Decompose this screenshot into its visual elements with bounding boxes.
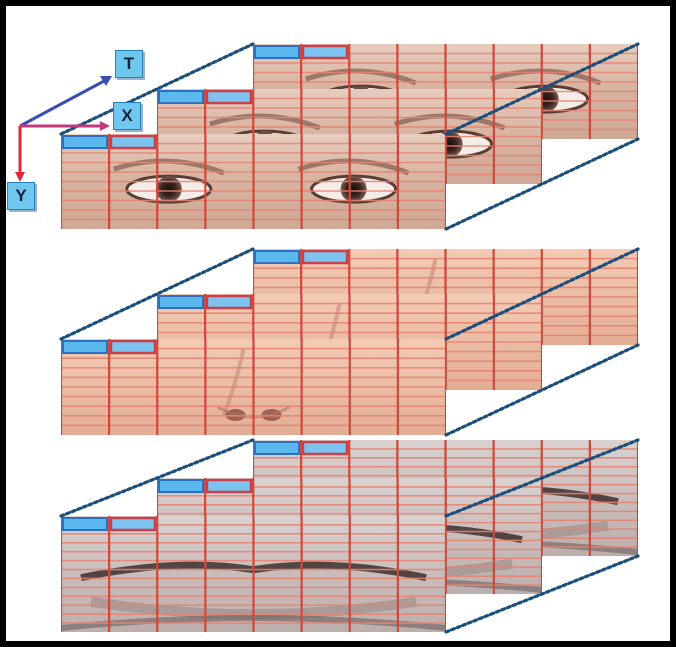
perspective-edge	[444, 42, 640, 136]
y-arrowhead	[15, 172, 25, 182]
blue-cell	[158, 479, 204, 493]
red-cell	[301, 44, 349, 60]
t-axis-label: T	[115, 50, 143, 78]
perspective-edge	[444, 554, 640, 634]
eyebrow	[305, 68, 417, 86]
grid-layer-mouth	[61, 516, 446, 632]
t-arrowhead	[100, 76, 112, 86]
coordinate-axes	[15, 76, 112, 182]
perspective-edge	[59, 247, 255, 341]
blue-cell	[62, 135, 108, 149]
x-axis-label: X	[113, 102, 141, 130]
red-cell	[301, 249, 349, 265]
perspective-edge	[444, 247, 640, 341]
blue-cell	[158, 295, 204, 309]
perspective-edge	[59, 438, 255, 518]
red-cell	[301, 440, 349, 456]
red-cell	[109, 516, 157, 532]
y-axis-label: Y	[7, 182, 35, 210]
blue-cell	[254, 45, 300, 59]
red-cell	[205, 294, 253, 310]
blue-cell	[62, 517, 108, 531]
blue-cell	[62, 340, 108, 354]
t-axis-arrow	[19, 78, 107, 128]
eye-iris	[155, 176, 182, 203]
eyebrow	[113, 158, 225, 176]
perspective-edge	[444, 137, 640, 231]
spatiotemporal-grid-diagram	[15, 42, 640, 634]
blue-cell	[254, 441, 300, 455]
perspective-edge	[59, 42, 255, 136]
blue-cell	[158, 90, 204, 104]
perspective-edge	[444, 343, 640, 437]
x-arrowhead	[100, 121, 110, 131]
eyebrow	[209, 113, 321, 131]
layer-stack-nose	[59, 247, 640, 437]
layer-stack-eyes	[59, 42, 640, 231]
red-cell	[205, 478, 253, 494]
figure-panel: T X Y	[6, 6, 670, 641]
red-cell	[109, 339, 157, 355]
grid-layer-eyes	[61, 134, 446, 229]
grid-layer-nose	[61, 339, 446, 435]
eye-iris	[340, 176, 367, 203]
red-cell	[109, 134, 157, 150]
layer-stack-mouth	[59, 438, 640, 634]
blue-cell	[254, 250, 300, 264]
red-cell	[205, 89, 253, 105]
perspective-edge	[444, 438, 640, 518]
